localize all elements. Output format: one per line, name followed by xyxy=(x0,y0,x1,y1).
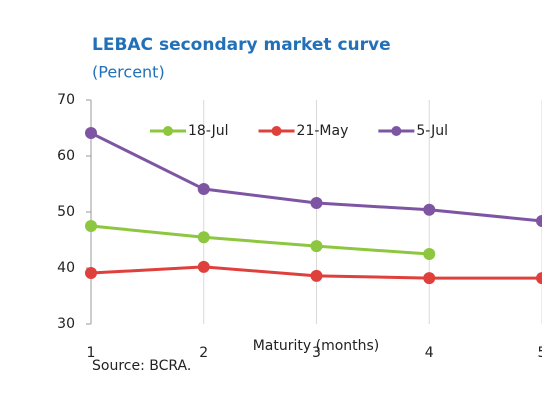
data-point xyxy=(310,269,323,282)
data-point xyxy=(85,220,97,232)
y-tick-label: 30 xyxy=(57,316,75,332)
data-point xyxy=(536,214,542,227)
y-tick-label: 40 xyxy=(57,260,75,276)
y-tick-label: 50 xyxy=(57,204,75,220)
source-note: Source: BCRA. xyxy=(92,358,191,374)
data-point xyxy=(310,240,323,253)
y-tick-label: 60 xyxy=(57,148,75,164)
x-tick-label: 4 xyxy=(425,345,434,361)
x-tick-label: 2 xyxy=(199,345,208,361)
x-tick-label: 1 xyxy=(87,345,96,361)
y-tick-label: 70 xyxy=(57,92,75,108)
data-point xyxy=(85,267,97,280)
legend-marker xyxy=(271,126,282,136)
data-point xyxy=(423,203,436,216)
data-point xyxy=(310,197,323,210)
data-point xyxy=(423,272,436,285)
legend-marker xyxy=(163,126,173,136)
chart-subtitle: (Percent) xyxy=(92,63,165,82)
series-line xyxy=(90,224,430,256)
x-tick-label: 3 xyxy=(312,345,321,361)
chart-title: LEBAC secondary market curve xyxy=(92,35,391,55)
data-point xyxy=(197,260,210,273)
legend-label: 5-Jul xyxy=(416,123,448,139)
legend-label: 21-May xyxy=(297,123,349,139)
legend-marker xyxy=(391,126,402,136)
legend-label: 18-Jul xyxy=(188,123,229,139)
data-point xyxy=(423,248,436,260)
x-tick-label: 5 xyxy=(538,345,542,361)
x-axis-label: Maturity (months) xyxy=(253,338,380,354)
data-point xyxy=(536,272,542,285)
data-point xyxy=(197,231,210,244)
data-point xyxy=(85,127,97,140)
data-point xyxy=(197,183,210,196)
